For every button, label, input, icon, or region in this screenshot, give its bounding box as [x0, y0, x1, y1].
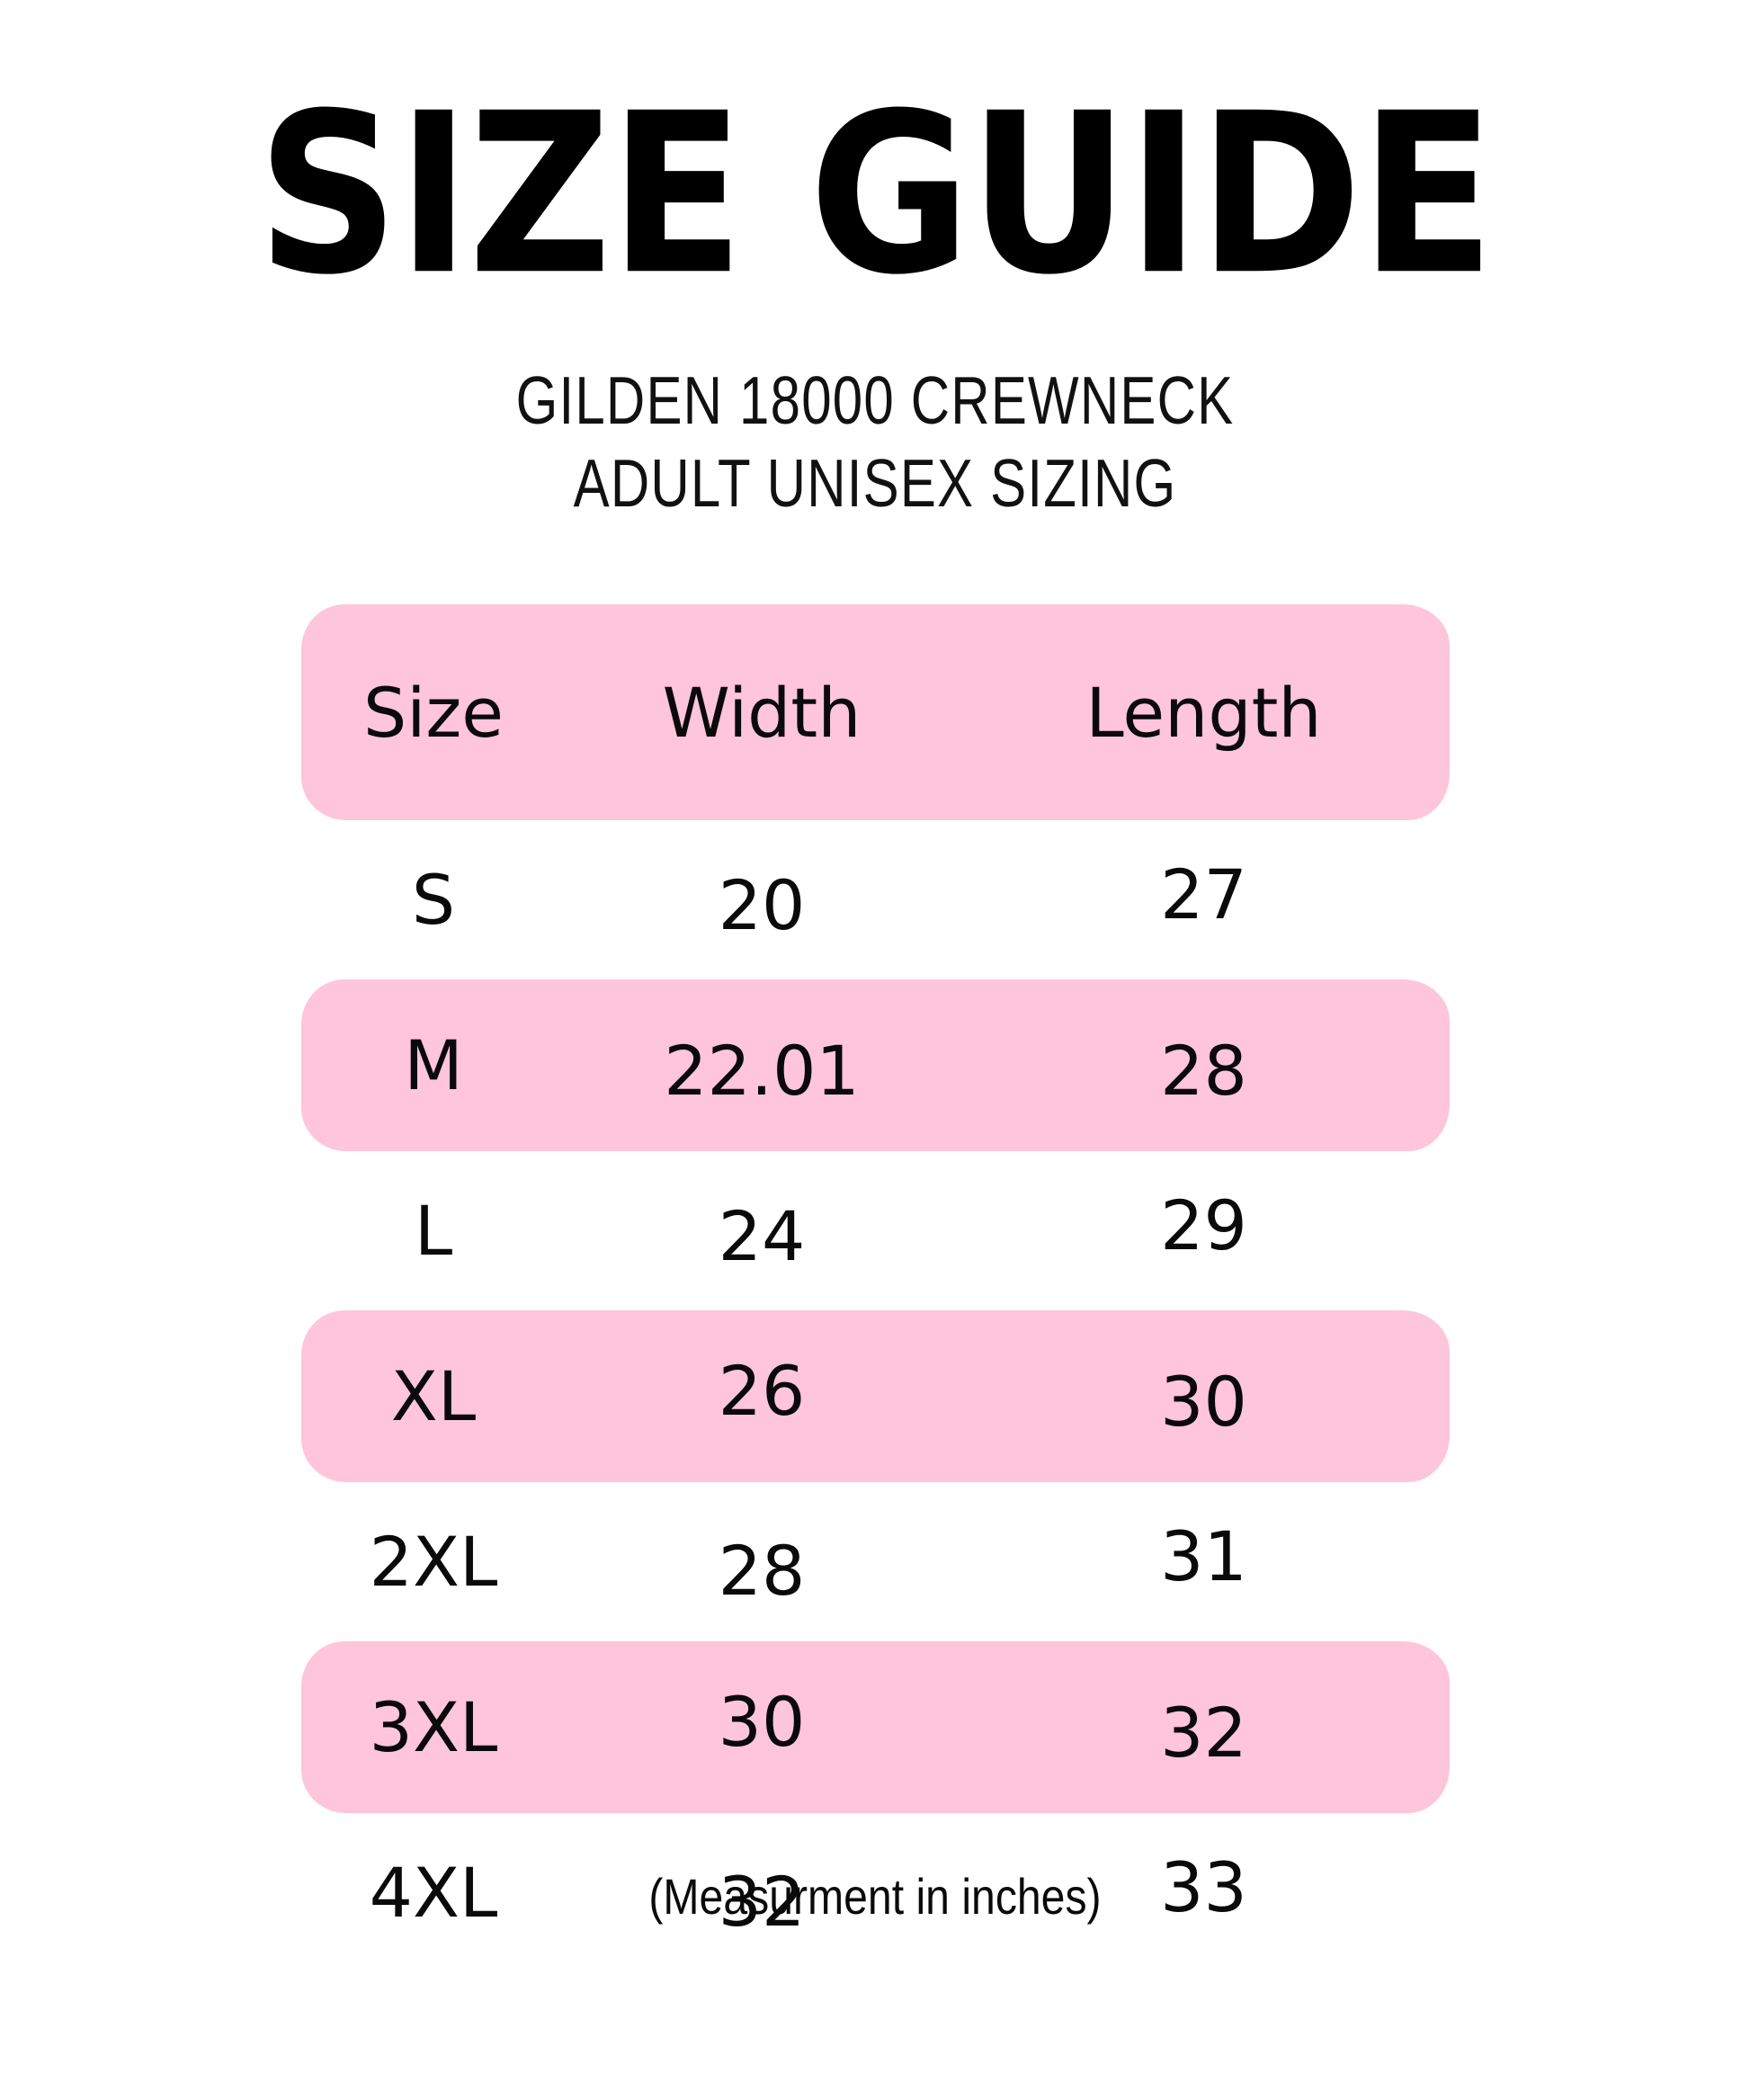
cell-width: 30	[718, 1682, 806, 1762]
column-header-width: Width	[662, 672, 862, 753]
table-row: 3XL 30 32	[301, 1641, 1450, 1813]
row-highlight-band	[301, 1641, 1450, 1813]
cell-length: 30	[1160, 1362, 1247, 1442]
table-row: M 22.01 28	[301, 979, 1450, 1151]
cell-size: S	[411, 860, 456, 940]
row-highlight-band	[301, 1310, 1450, 1482]
subtitle-line-1: GILDEN 18000 CREWNECK	[515, 362, 1235, 438]
cell-size: XL	[390, 1356, 477, 1436]
row-highlight-band	[301, 979, 1450, 1151]
cell-length: 28	[1160, 1031, 1247, 1111]
table-header-row: Size Width Length	[301, 604, 1450, 820]
cell-size: L	[414, 1191, 453, 1271]
cell-width: 28	[718, 1531, 806, 1611]
table-row: 2XL 28 31	[303, 1482, 1448, 1641]
column-header-size: Size	[362, 672, 504, 753]
row-highlight-band	[301, 604, 1450, 820]
table-row: L 24 29	[303, 1151, 1448, 1310]
page-title: SIZE GUIDE	[256, 65, 1495, 324]
cell-width: 20	[718, 865, 806, 945]
table-row: XL 26 30	[301, 1310, 1450, 1482]
cell-length: 31	[1160, 1516, 1247, 1596]
size-table: Size Width Length S 20 27 M 22.01 28 L 2…	[301, 604, 1450, 1972]
measurement-unit-note: (Measurment in inches)	[648, 1868, 1102, 1925]
cell-length: 27	[1160, 854, 1247, 934]
cell-size: M	[404, 1025, 463, 1105]
cell-size: 2XL	[369, 1522, 498, 1602]
cell-size: 4XL	[369, 1853, 498, 1933]
cell-size: 3XL	[369, 1687, 498, 1767]
column-header-length: Length	[1085, 672, 1322, 753]
table-row: S 20 27	[303, 820, 1448, 979]
cell-length: 33	[1160, 1847, 1247, 1927]
subtitle-block: GILDEN 18000 CREWNECK ADULT UNISEX SIZIN…	[0, 360, 1750, 524]
cell-width: 32	[718, 1862, 806, 1942]
subtitle-line-2: ADULT UNISEX SIZING	[573, 444, 1177, 521]
cell-length: 32	[1160, 1693, 1247, 1773]
cell-width: 22.01	[664, 1031, 860, 1111]
cell-width: 26	[718, 1351, 806, 1431]
table-row: 4XL 32 33	[303, 1813, 1448, 1972]
title-block: SIZE GUIDE	[0, 84, 1750, 306]
cell-width: 24	[718, 1196, 806, 1276]
cell-length: 29	[1160, 1185, 1247, 1265]
